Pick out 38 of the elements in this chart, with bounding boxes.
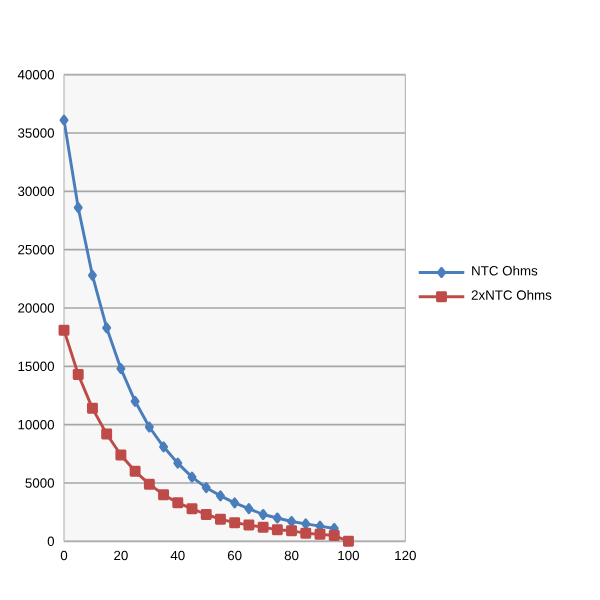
point (87, 269, 97, 281)
point (258, 509, 268, 520)
point (201, 482, 211, 494)
point (130, 395, 140, 407)
point (243, 519, 255, 531)
point (102, 322, 112, 334)
point (144, 421, 154, 433)
point (58, 324, 70, 336)
point (314, 528, 326, 540)
point (116, 363, 126, 375)
point (73, 202, 83, 214)
point (129, 465, 141, 477)
point (200, 509, 212, 520)
point (230, 497, 240, 509)
point (159, 441, 169, 453)
point (342, 535, 354, 547)
point (214, 513, 226, 525)
point (143, 478, 155, 490)
point (271, 524, 283, 536)
point (59, 114, 69, 126)
point (172, 497, 184, 509)
point (272, 512, 282, 524)
point (187, 471, 197, 483)
point (86, 402, 98, 414)
point (286, 525, 298, 537)
point (173, 457, 183, 469)
point (300, 527, 312, 539)
point (244, 503, 254, 515)
point (229, 517, 241, 529)
point (186, 503, 198, 515)
point (215, 490, 225, 502)
point (287, 516, 297, 527)
point (158, 489, 170, 501)
point (101, 428, 113, 440)
point (72, 369, 84, 380)
point (115, 449, 127, 461)
point (257, 521, 269, 533)
point (328, 530, 340, 541)
